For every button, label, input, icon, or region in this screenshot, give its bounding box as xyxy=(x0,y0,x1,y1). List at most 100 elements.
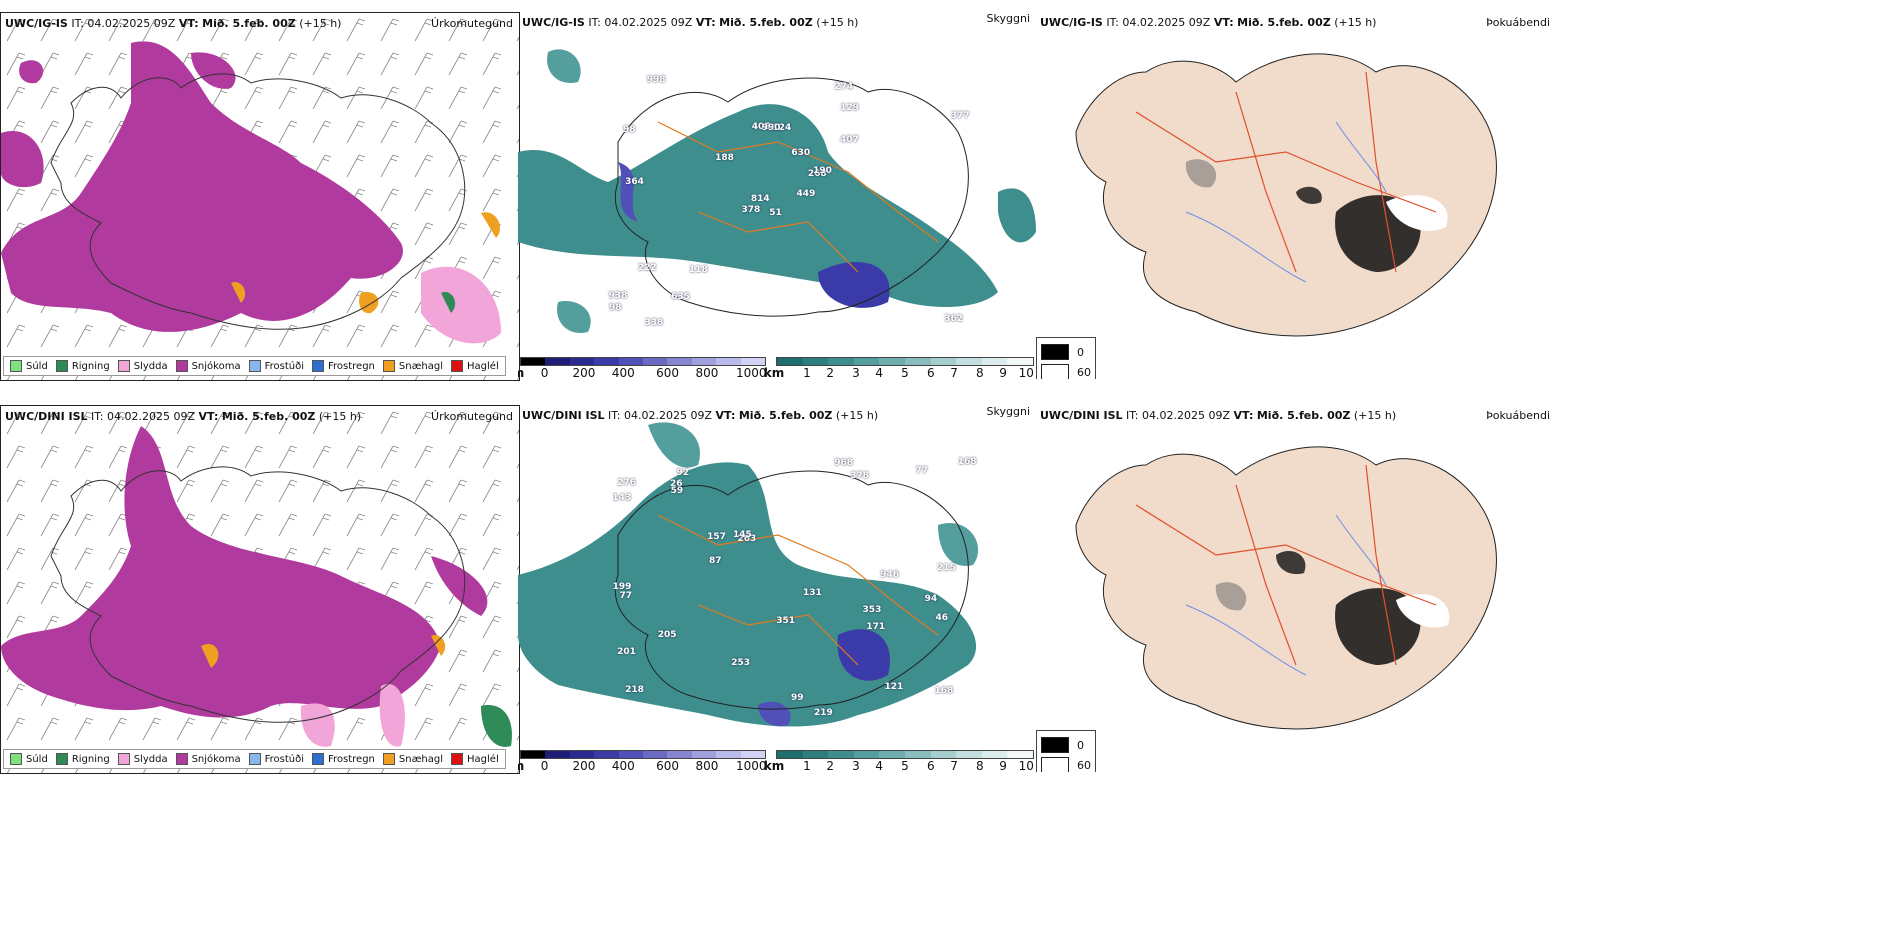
legend-item-slydda: Slydda xyxy=(117,753,168,765)
colorbar-segment xyxy=(545,358,570,365)
ceiling-label: 405 xyxy=(751,122,771,133)
ceiling-label: 218 xyxy=(625,685,644,696)
precip-map xyxy=(1,13,519,380)
legend-item-haglel: Haglél xyxy=(451,753,499,765)
ceiling-tick: 1000 xyxy=(735,759,767,772)
legend-item-frostudi: Frostúði xyxy=(248,753,304,765)
colorbar-segment xyxy=(740,358,766,365)
colorbar-segment xyxy=(879,751,905,758)
ceiling-label: 263 xyxy=(737,533,757,544)
colorbar-segment xyxy=(802,751,829,758)
fog-legend-row: 60 xyxy=(1041,362,1091,379)
ceiling-label: 219 xyxy=(814,708,833,719)
panel-title: UWC/DINI ISL IT: 04.02.2025 09Z VT: Mið.… xyxy=(522,409,879,422)
colorbar-segment xyxy=(569,751,595,758)
colorbar-segment xyxy=(853,751,880,758)
precip-map xyxy=(1,406,519,773)
precip-type-panel-row1: UWC/IG-IS IT: 04.02.2025 09Z VT: Mið. 5.… xyxy=(0,12,520,381)
ceiling-label: 938 xyxy=(608,290,628,301)
legend-item-snjokoma: Snjókoma xyxy=(175,360,241,372)
visibility-tick: 1 xyxy=(803,759,811,772)
visibility-title: Skyggni xyxy=(986,405,1030,418)
visibility-colorbar xyxy=(776,750,1034,759)
ceiling-label: 353 xyxy=(862,604,882,615)
ceiling-scale: m 0 200 400 600 800 1000 xyxy=(518,357,767,379)
ceiling-label: 143 xyxy=(612,492,632,503)
ceiling-label-layer: 51 98 814 938 268 118 274 124 129 449 998 362 364 377… xyxy=(518,12,1036,379)
visibility-unit: km xyxy=(763,759,785,772)
ceiling-label: 77 xyxy=(619,590,632,601)
colorbar-segment xyxy=(956,358,982,365)
ceiling-label: 94 xyxy=(924,593,938,604)
colorbar-segment xyxy=(904,358,931,365)
visibility-scale: km 1 2 3 4 5 6 7 8 9 10 xyxy=(764,357,1034,379)
colorbar-segment xyxy=(716,751,741,758)
colorbar-segment xyxy=(777,358,803,365)
ceiling-tick: 600 xyxy=(656,366,680,379)
legend-item-frostregn: Frostregn xyxy=(312,360,375,372)
visibility-ticks: km 1 2 3 4 5 6 7 8 9 10 xyxy=(764,759,1034,772)
ceiling-label: 378 xyxy=(741,205,761,216)
visibility-tick: 10 xyxy=(1018,366,1034,379)
ceiling-tick: 0 xyxy=(540,759,549,772)
ceiling-label: 26 xyxy=(669,478,683,489)
ceiling-tick: 600 xyxy=(656,759,680,772)
fog-legend-row: 0 xyxy=(1041,735,1091,755)
ceiling-label: 157 xyxy=(707,532,726,543)
ceiling-label: 377 xyxy=(950,111,970,122)
visibility-tick: 7 xyxy=(950,366,958,379)
ceiling-label: 129 xyxy=(840,103,859,114)
colorbar-segment xyxy=(828,358,854,365)
visibility-tick: 5 xyxy=(901,759,909,772)
fog-legend-row: 60 xyxy=(1041,755,1091,772)
colorbar-segment xyxy=(594,751,619,758)
ceiling-label: 990 xyxy=(761,123,781,134)
ceiling-label: 378 xyxy=(850,471,869,482)
visibility-tick: 4 xyxy=(875,366,884,379)
legend-item-suld: Súld xyxy=(10,753,48,765)
ceiling-unit: m xyxy=(518,366,524,379)
visibility-tick: 6 xyxy=(926,759,935,772)
colorbar-segment xyxy=(828,751,854,758)
panel-title: UWC/DINI ISL IT: 04.02.2025 09Z VT: Mið.… xyxy=(5,410,362,423)
ceiling-label: 118 xyxy=(688,265,708,276)
ceiling-ticks: m 0 200 400 600 800 1000 xyxy=(518,759,767,772)
ceiling-label: 77 xyxy=(915,466,928,477)
colorbar-segment xyxy=(879,358,905,365)
visibility-map xyxy=(518,422,979,727)
colorbar-segment xyxy=(716,358,741,365)
ceiling-label: 87 xyxy=(708,555,722,566)
fog-legend: 0 60 xyxy=(1036,337,1096,379)
ceiling-label: 362 xyxy=(944,314,964,325)
ceiling-label: 168 xyxy=(957,456,977,467)
ceiling-label: 51 xyxy=(769,207,782,218)
colorbar-segment xyxy=(643,358,668,365)
ceiling-tick: 800 xyxy=(695,366,719,379)
ceiling-label: 946 xyxy=(880,570,900,581)
fog-map xyxy=(1075,53,1497,337)
ceiling-tick: 800 xyxy=(695,759,719,772)
fog-legend: 0 60 xyxy=(1036,730,1096,772)
colorbar-segment xyxy=(777,751,803,758)
fog-title: Þokuábendi xyxy=(1486,409,1550,422)
ceiling-colorbar xyxy=(520,357,766,366)
colorbar-segment xyxy=(691,358,717,365)
panel-title: UWC/IG-IS IT: 04.02.2025 09Z VT: Mið. 5.… xyxy=(5,17,342,30)
ceiling-label: 351 xyxy=(776,615,796,626)
legend-item-frostregn: Frostregn xyxy=(312,753,375,765)
ceiling-label: 199 xyxy=(612,581,632,592)
legend-item-rigning: Rigning xyxy=(55,360,110,372)
ceiling-label: 407 xyxy=(840,135,859,145)
legend-item-snaehagl: Snæhagl xyxy=(382,753,443,765)
panel-title: UWC/IG-IS IT: 04.02.2025 09Z VT: Mið. 5.… xyxy=(1040,16,1377,29)
ceiling-colorbar xyxy=(520,750,766,759)
visibility-panel-row2: UWC/DINI ISL IT: 04.02.2025 09Z VT: Mið.… xyxy=(518,405,1036,772)
legend-item-snjokoma: Snjókoma xyxy=(175,753,241,765)
ceiling-label: 998 xyxy=(646,75,666,86)
colorbar-segment xyxy=(643,751,668,758)
colorbar-segment xyxy=(521,358,546,365)
ceiling-ticks: m 0 200 400 600 800 1000 xyxy=(518,366,767,379)
colorbar-segment xyxy=(930,751,957,758)
panel-title: UWC/IG-IS IT: 04.02.2025 09Z VT: Mið. 5.… xyxy=(522,16,859,29)
colorbar-segment xyxy=(740,751,766,758)
